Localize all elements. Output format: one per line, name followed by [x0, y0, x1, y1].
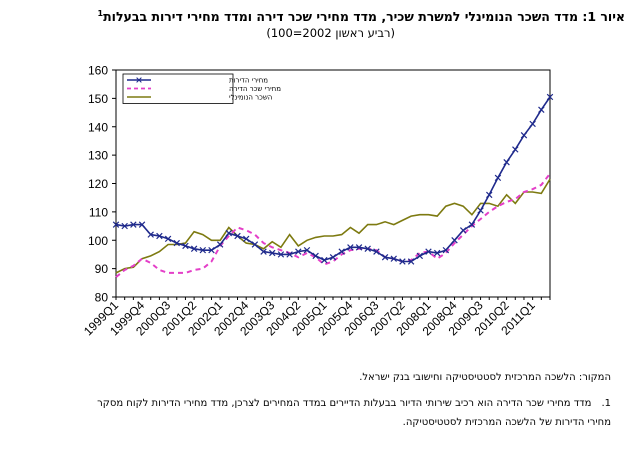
y-tick-label: 150 [88, 92, 108, 106]
data-point-marker [329, 254, 337, 261]
data-point-marker [512, 146, 519, 153]
data-point-marker [433, 249, 441, 257]
data-point-marker [390, 255, 397, 262]
data-point-marker [373, 248, 380, 255]
line-chart: 80901001101201301401501601999Q11999Q4200… [81, 64, 554, 338]
y-tick-label: 130 [88, 149, 108, 163]
data-point-marker [381, 254, 389, 261]
data-point-marker [486, 191, 493, 199]
data-point-marker [451, 237, 458, 244]
y-tick-label: 110 [89, 205, 108, 219]
data-point-marker [173, 239, 180, 247]
data-point-marker [503, 158, 510, 166]
data-point-marker [338, 248, 345, 255]
footnote-text: מדד מחירי שכר הדירה הוא רכיב שירותי הדיו… [97, 398, 611, 428]
series-line [115, 96, 551, 263]
data-point-marker [407, 258, 415, 265]
data-point-marker [442, 246, 450, 254]
data-point-marker [364, 245, 371, 252]
chart-axes: 80901001101201301401501601999Q11999Q4200… [81, 64, 551, 338]
data-point-marker [347, 244, 354, 251]
data-point-marker [251, 241, 259, 248]
y-tick-label: 140 [88, 120, 108, 134]
data-point-marker [234, 232, 241, 240]
data-point-marker [286, 251, 293, 258]
y-tick-label: 160 [88, 64, 108, 78]
chart-series [112, 93, 554, 278]
data-point-marker [199, 246, 207, 254]
y-tick-label: 90 [95, 262, 109, 276]
chart-subtitle: (רביע ראשון 2002=100) [266, 26, 395, 40]
data-point-marker [321, 256, 328, 264]
data-point-marker [425, 248, 432, 255]
series-line [115, 178, 551, 274]
data-point-marker [303, 246, 311, 254]
plot-area-frame [115, 69, 551, 298]
data-point-marker [138, 221, 146, 228]
data-point-marker [416, 252, 424, 260]
legend-label: השכר הנומינלי [229, 94, 272, 102]
data-point-marker [269, 249, 276, 257]
footnote: 1.מדד מחירי שכר הדירה הוא רכיב שירותי הד… [91, 394, 611, 432]
data-point-marker [477, 207, 484, 214]
data-point-marker [546, 93, 554, 101]
chart-title: איור 1: מדד השכר הנומינלי למשרת שכיר, מד… [0, 9, 625, 24]
data-point-marker [130, 221, 137, 228]
chart-title-text: איור 1: מדד השכר הנומינלי למשרת שכיר, מד… [103, 9, 625, 25]
series-line [115, 172, 551, 278]
y-tick-label: 80 [95, 291, 109, 305]
data-point-marker [190, 245, 198, 252]
data-point-marker [156, 232, 163, 240]
data-point-marker [494, 174, 502, 182]
source-note: המקור: הלשכה המרכזית לסטטיסטיקה וחישובי … [359, 372, 611, 383]
data-point-marker [208, 246, 215, 254]
y-tick-label: 120 [88, 177, 108, 191]
data-point-marker [468, 221, 476, 228]
legend-label: מחירי שכר הדירה [229, 85, 281, 93]
data-point-marker [295, 248, 302, 255]
data-point-marker [112, 221, 120, 228]
legend-box [122, 73, 234, 104]
footnote-number: 1. [601, 398, 611, 409]
data-point-marker [164, 235, 172, 243]
data-point-marker [277, 251, 285, 258]
data-point-marker [182, 242, 189, 250]
data-point-marker [520, 132, 528, 139]
data-point-marker [459, 227, 467, 234]
data-point-marker [529, 120, 536, 128]
title-footnote-mark: 1 [97, 9, 104, 18]
data-point-marker [399, 258, 406, 265]
data-point-marker [355, 244, 363, 251]
data-point-marker [312, 252, 319, 260]
y-tick-label: 100 [88, 234, 108, 248]
data-point-marker [242, 235, 250, 243]
data-point-marker [225, 229, 233, 237]
data-point-marker [538, 106, 545, 113]
data-point-marker [260, 248, 267, 255]
data-point-marker [147, 231, 154, 238]
data-point-marker [121, 222, 128, 230]
legend-marker [136, 77, 142, 83]
legend-label: מחירי הדירות [229, 77, 268, 85]
data-point-marker [216, 241, 224, 248]
